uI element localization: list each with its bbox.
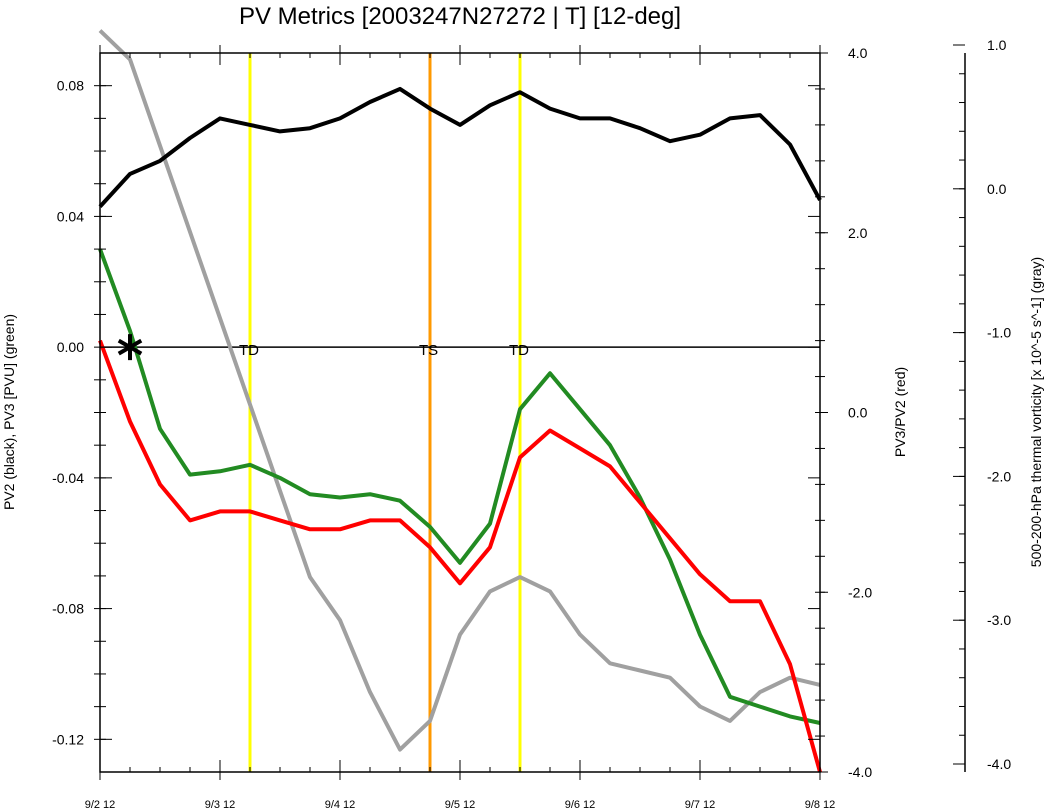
far-right-axis: 1.0 0.0 -1.0 -2.0 -3.0 -4.0 xyxy=(953,37,1011,772)
series-layer xyxy=(98,29,822,773)
right-axis: 4.0 2.0 0.0 -2.0 -4.0 xyxy=(815,45,872,780)
far-right-tick-label: 1.0 xyxy=(987,37,1007,53)
stage-label-2: TD xyxy=(509,342,529,359)
left-tick-label: 0.00 xyxy=(57,339,84,355)
markers xyxy=(117,334,143,361)
plot-border xyxy=(99,52,821,773)
far-right-axis-title: 500-200-hPa thermal vorticity [x 10^-5 s… xyxy=(1028,257,1044,567)
x-tick-label: 9/6 12 xyxy=(565,799,596,811)
chart-title: PV Metrics [2003247N27272 | T] [12-deg] xyxy=(239,3,681,30)
x-tick-label: 9/7 12 xyxy=(685,799,716,811)
left-tick-label: -0.04 xyxy=(52,470,84,486)
stage-lines: TD TS TD xyxy=(239,53,529,772)
right-tick-label: 0.0 xyxy=(848,405,868,421)
series-vort-line xyxy=(98,29,821,752)
far-right-tick-label: -3.0 xyxy=(987,612,1011,628)
x-tick-label: 9/2 12 xyxy=(85,799,116,811)
series-ratio-line xyxy=(98,339,822,773)
x-axis: 9/2 12 9/3 12 9/4 12 9/5 12 9/6 12 9/7 12 9/8 … xyxy=(85,45,836,811)
x-tick-label: 9/8 12 xyxy=(805,799,836,811)
x-tick-label: 9/5 12 xyxy=(445,799,476,811)
series-pv2-line xyxy=(98,86,822,208)
far-right-tick-label: -4.0 xyxy=(987,756,1011,772)
left-tick-label: 0.08 xyxy=(57,78,84,94)
start-star-marker xyxy=(117,334,143,361)
far-right-tick-label: -1.0 xyxy=(987,325,1011,341)
far-right-tick-label: 0.0 xyxy=(987,181,1007,197)
right-axis-title: PV3/PV2 (red) xyxy=(892,367,908,457)
stage-label-0: TD xyxy=(239,342,259,359)
stage-label-1: TS xyxy=(419,342,438,359)
right-tick-label: 2.0 xyxy=(848,225,868,241)
plot-frame xyxy=(99,52,821,773)
left-axis: 0.08 0.04 0.00 -0.04 -0.08 -0.12 xyxy=(52,78,820,747)
left-tick-label: 0.04 xyxy=(57,208,84,224)
left-axis-title: PV2 (black), PV3 [PVU] (green) xyxy=(1,314,17,510)
x-tick-label: 9/4 12 xyxy=(325,799,356,811)
left-tick-label: -0.12 xyxy=(52,731,84,747)
far-right-tick-label: -2.0 xyxy=(987,468,1011,484)
series-pv3-line xyxy=(98,248,821,725)
left-tick-label: -0.08 xyxy=(52,601,84,617)
x-tick-label: 9/3 12 xyxy=(205,799,236,811)
right-tick-label: 4.0 xyxy=(848,45,868,61)
right-tick-label: -4.0 xyxy=(848,764,872,780)
right-tick-label: -2.0 xyxy=(848,584,872,600)
